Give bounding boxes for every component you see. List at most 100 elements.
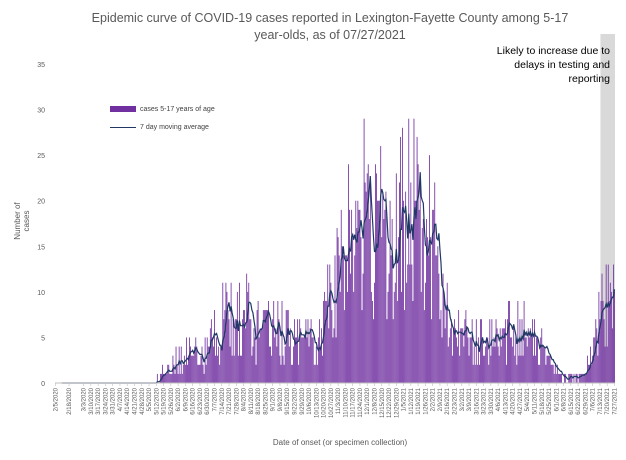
case-bar [608,300,610,383]
case-bar [422,218,424,383]
case-bar [311,337,313,383]
case-bar [430,237,431,383]
case-bar [321,328,322,383]
case-bar [420,291,422,383]
case-bar [522,355,524,383]
case-bar [276,346,278,383]
case-bar [426,218,427,383]
case-bar [541,328,543,383]
case-bar [535,355,536,383]
x-tick-label: 7/20/2021 [605,387,611,414]
case-bar [344,255,346,383]
x-tick-label: 6/29/2021 [583,387,589,414]
case-bar [601,273,603,383]
case-bar [302,337,304,383]
case-bar [484,355,486,383]
case-bar [363,118,365,383]
case-bar [224,310,226,383]
case-bar [293,346,294,383]
x-tick-label: 11/10/2020 [343,387,349,417]
case-bar [570,373,572,383]
chart-title: Epidemic curve of COVID-19 cases reporte… [91,11,569,42]
case-bar [278,319,280,383]
case-bar [525,337,527,383]
case-bar [308,346,310,383]
x-tick-label: 5/18/2021 [540,387,546,414]
case-bar [361,310,363,383]
case-bar [209,328,211,383]
case-bar [289,328,291,383]
case-bar [527,328,529,383]
x-tick-label: 7/6/2021 [591,387,597,411]
case-bar [219,364,221,383]
y-tick-label: 25 [37,153,45,160]
case-bar [596,328,598,383]
case-bar [506,364,507,383]
case-bar [480,319,481,383]
case-bar [181,373,183,383]
case-bar [307,319,309,383]
case-bar [266,310,267,383]
case-bar [359,209,361,383]
case-bar [188,355,189,383]
case-bar [435,255,437,383]
case-bar [397,237,399,383]
x-tick-label: 1/19/2021 [416,387,422,414]
x-tick-label: 3/23/2021 [482,387,488,414]
case-bar [401,291,402,383]
y-tick-label: 10 [37,290,45,297]
case-bar [337,237,339,383]
case-bar [429,155,430,383]
case-bar [564,373,566,383]
case-bar [326,300,328,383]
case-bar [229,346,231,383]
x-tick-label: 3/16/2021 [474,387,480,414]
x-tick-label: 7/14/2020 [220,387,226,414]
case-bar [173,364,175,383]
case-bar [320,346,321,383]
case-bar [203,373,205,383]
case-bar [247,291,249,383]
case-bar [510,337,511,383]
case-bar [285,310,287,383]
case-bar [491,319,493,383]
case-bar [448,337,450,383]
case-bar [467,337,469,383]
case-bar [456,337,457,383]
case-bar [465,310,467,383]
case-bar [477,337,479,383]
case-bar [379,200,381,383]
case-bar [325,300,327,383]
case-bar [371,300,373,383]
x-tick-label: 10/27/2020 [329,387,335,418]
case-bar [309,328,311,383]
case-bar [248,282,250,383]
case-bar [584,373,586,383]
case-bar [261,328,263,383]
case-bar [202,364,204,383]
case-bar [530,337,532,383]
case-bar [592,355,594,383]
case-bar [609,282,611,383]
case-bar [240,355,241,383]
case-bar [284,346,286,383]
case-bar [383,218,385,383]
case-bar [520,355,522,383]
y-tick-label: 5 [41,335,45,342]
case-bar [580,373,582,383]
case-bar [179,373,181,383]
case-bar [331,310,333,383]
x-tick-label: 1/5/2021 [402,387,408,411]
case-bar [528,337,530,383]
case-bar [543,346,545,383]
case-bar [432,209,434,383]
case-bar [295,337,296,383]
x-tick-label: 4/7/2020 [118,387,124,411]
case-bar [489,319,491,383]
case-bar [437,246,439,383]
case-bar [611,328,613,383]
case-bar [369,182,371,383]
x-tick-label: 4/21/2020 [132,387,138,414]
case-bar [175,346,177,383]
legend-label-cases: cases 5-17 years of age [140,105,215,113]
